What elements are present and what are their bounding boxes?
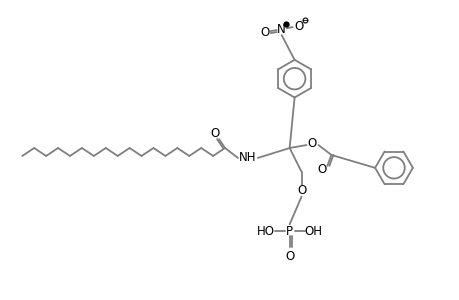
Text: P: P: [285, 225, 292, 238]
Text: OH: OH: [304, 225, 322, 238]
Text: O: O: [307, 136, 316, 150]
Text: HO: HO: [256, 225, 274, 238]
Text: N: N: [277, 22, 285, 36]
Text: NH: NH: [239, 152, 256, 164]
Text: O: O: [260, 26, 269, 39]
Text: O: O: [285, 250, 294, 262]
Text: O: O: [210, 127, 219, 140]
Text: O: O: [297, 184, 306, 197]
Text: O: O: [317, 163, 326, 176]
Text: O: O: [293, 20, 302, 33]
